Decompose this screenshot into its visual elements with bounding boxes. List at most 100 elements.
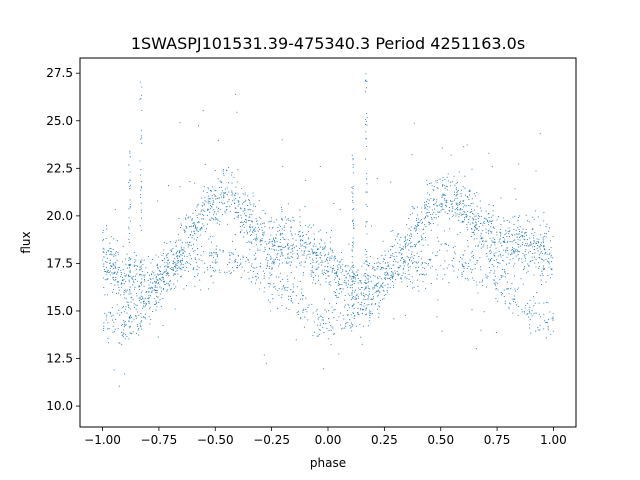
data-point (149, 323, 151, 325)
data-point (329, 258, 331, 260)
data-point (211, 186, 214, 188)
data-point (481, 279, 484, 281)
data-point (544, 320, 546, 322)
data-point (275, 234, 277, 236)
data-point (500, 291, 502, 294)
data-point (139, 266, 141, 268)
data-point (531, 256, 533, 258)
data-point (285, 261, 288, 263)
data-point (365, 254, 367, 256)
data-point (125, 263, 127, 265)
data-point (402, 268, 404, 270)
data-point (334, 269, 336, 272)
data-point (523, 254, 525, 256)
data-point (192, 243, 195, 245)
data-point (421, 274, 423, 276)
data-point (250, 241, 253, 243)
data-point (466, 144, 468, 146)
data-point (148, 302, 150, 304)
data-point (140, 186, 143, 188)
data-point (486, 245, 488, 247)
data-point (162, 281, 164, 283)
data-point (514, 263, 516, 265)
data-point (483, 221, 485, 223)
data-point (125, 324, 127, 326)
data-point (316, 308, 318, 310)
data-point (186, 241, 188, 243)
data-point (468, 198, 470, 201)
data-point (129, 171, 131, 173)
data-point (323, 272, 325, 274)
data-point (163, 258, 166, 260)
data-point (436, 199, 438, 201)
data-point (256, 220, 258, 223)
data-point (422, 266, 424, 268)
data-point (263, 291, 265, 293)
data-point (481, 237, 483, 239)
data-point (129, 271, 131, 273)
data-point (464, 217, 466, 219)
data-point (103, 248, 105, 250)
data-point (363, 295, 365, 297)
data-point (537, 245, 539, 247)
data-point (372, 268, 374, 270)
data-point (409, 235, 411, 237)
data-point (499, 231, 501, 233)
data-point (224, 271, 226, 273)
data-point (552, 330, 554, 332)
data-point (547, 302, 549, 304)
data-point (194, 223, 196, 225)
data-point (128, 320, 130, 322)
data-point (260, 223, 262, 225)
data-point (347, 309, 349, 312)
data-point (237, 201, 239, 203)
data-point (160, 306, 162, 308)
data-point (308, 250, 310, 252)
data-point (145, 297, 147, 299)
chart-title: 1SWASPJ101531.39-475340.3 Period 4251163… (131, 34, 525, 53)
data-point (129, 203, 131, 206)
data-point (474, 268, 476, 270)
data-point (452, 200, 454, 203)
data-point (176, 250, 178, 252)
data-point (313, 239, 315, 241)
data-point (357, 277, 359, 280)
data-point (366, 191, 368, 193)
data-point (482, 222, 484, 224)
x-tick-label: 0.25 (371, 433, 398, 447)
data-point (529, 318, 531, 321)
data-point (431, 209, 433, 211)
data-point (478, 220, 480, 222)
data-point (322, 246, 324, 248)
data-point (231, 190, 233, 192)
data-point (281, 218, 283, 220)
data-point (499, 254, 501, 256)
data-point (405, 238, 407, 240)
data-point (300, 264, 302, 266)
data-point (486, 219, 489, 222)
data-point (196, 265, 198, 267)
data-point (167, 263, 169, 265)
data-point (542, 274, 544, 276)
data-point (369, 317, 371, 319)
data-point (243, 201, 245, 203)
data-point (496, 259, 498, 261)
data-point (428, 194, 431, 196)
data-point (285, 245, 287, 247)
data-point (328, 275, 330, 277)
data-point (382, 258, 384, 260)
data-point (135, 292, 138, 294)
data-point (533, 256, 535, 258)
data-point (141, 265, 143, 267)
data-point (220, 194, 222, 196)
data-point (541, 258, 543, 260)
data-point (376, 285, 378, 288)
data-point (353, 313, 355, 315)
data-point (122, 261, 124, 263)
data-point (383, 290, 385, 292)
data-point (124, 297, 126, 299)
data-point (279, 263, 281, 265)
data-point (442, 177, 444, 179)
data-point (120, 312, 122, 314)
data-point (225, 206, 227, 208)
